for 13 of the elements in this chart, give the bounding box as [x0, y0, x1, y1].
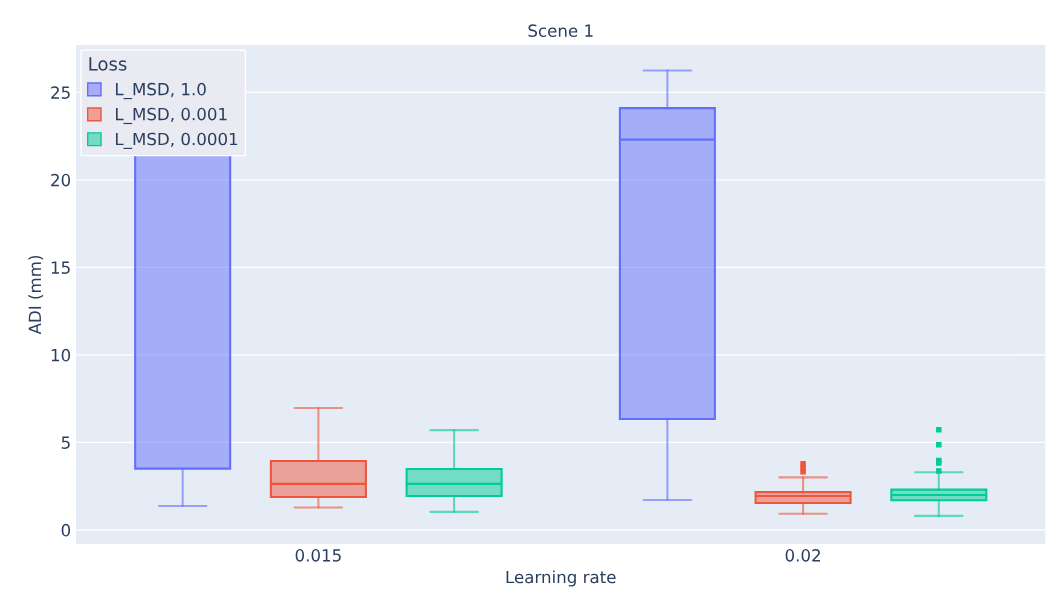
- y-axis-title: ADI (mm): [28, 255, 44, 335]
- y-tick-label: 10: [51, 348, 71, 362]
- y-tick-label: 0: [61, 523, 71, 537]
- legend-title: Loss: [89, 57, 127, 71]
- x-tick-label: 0.02: [785, 549, 820, 562]
- legend-label: L_MSD, 1.0: [116, 82, 206, 100]
- y-tick-label: 20: [51, 173, 71, 187]
- y-tick-label: 25: [51, 86, 70, 99]
- y-tick-label: 15: [51, 261, 70, 274]
- x-axis-title: Learning rate: [506, 570, 616, 587]
- x-tick-label: 0.015: [295, 549, 341, 562]
- chart-title: Scene 1: [528, 24, 593, 37]
- y-tick-label: 5: [61, 436, 70, 449]
